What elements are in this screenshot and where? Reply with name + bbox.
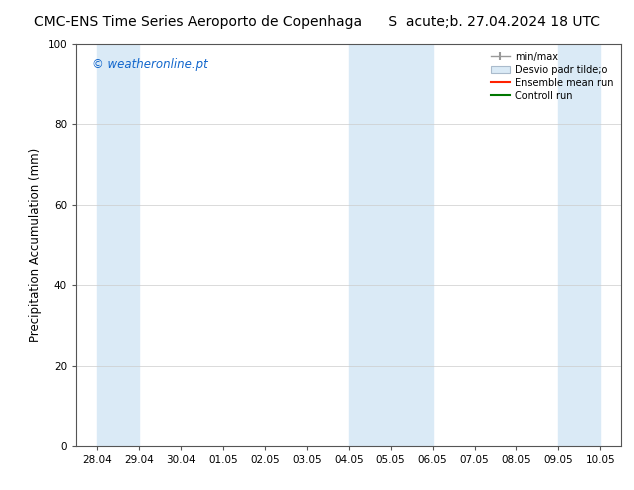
Text: CMC-ENS Time Series Aeroporto de Copenhaga      S  acute;b. 27.04.2024 18 UTC: CMC-ENS Time Series Aeroporto de Copenha… bbox=[34, 15, 600, 29]
Text: © weatheronline.pt: © weatheronline.pt bbox=[93, 58, 208, 71]
Bar bbox=[559, 44, 600, 446]
Y-axis label: Precipitation Accumulation (mm): Precipitation Accumulation (mm) bbox=[29, 148, 42, 342]
Bar bbox=[97, 44, 139, 446]
Bar bbox=[349, 44, 432, 446]
Legend: min/max, Desvio padr tilde;o, Ensemble mean run, Controll run: min/max, Desvio padr tilde;o, Ensemble m… bbox=[488, 49, 616, 103]
